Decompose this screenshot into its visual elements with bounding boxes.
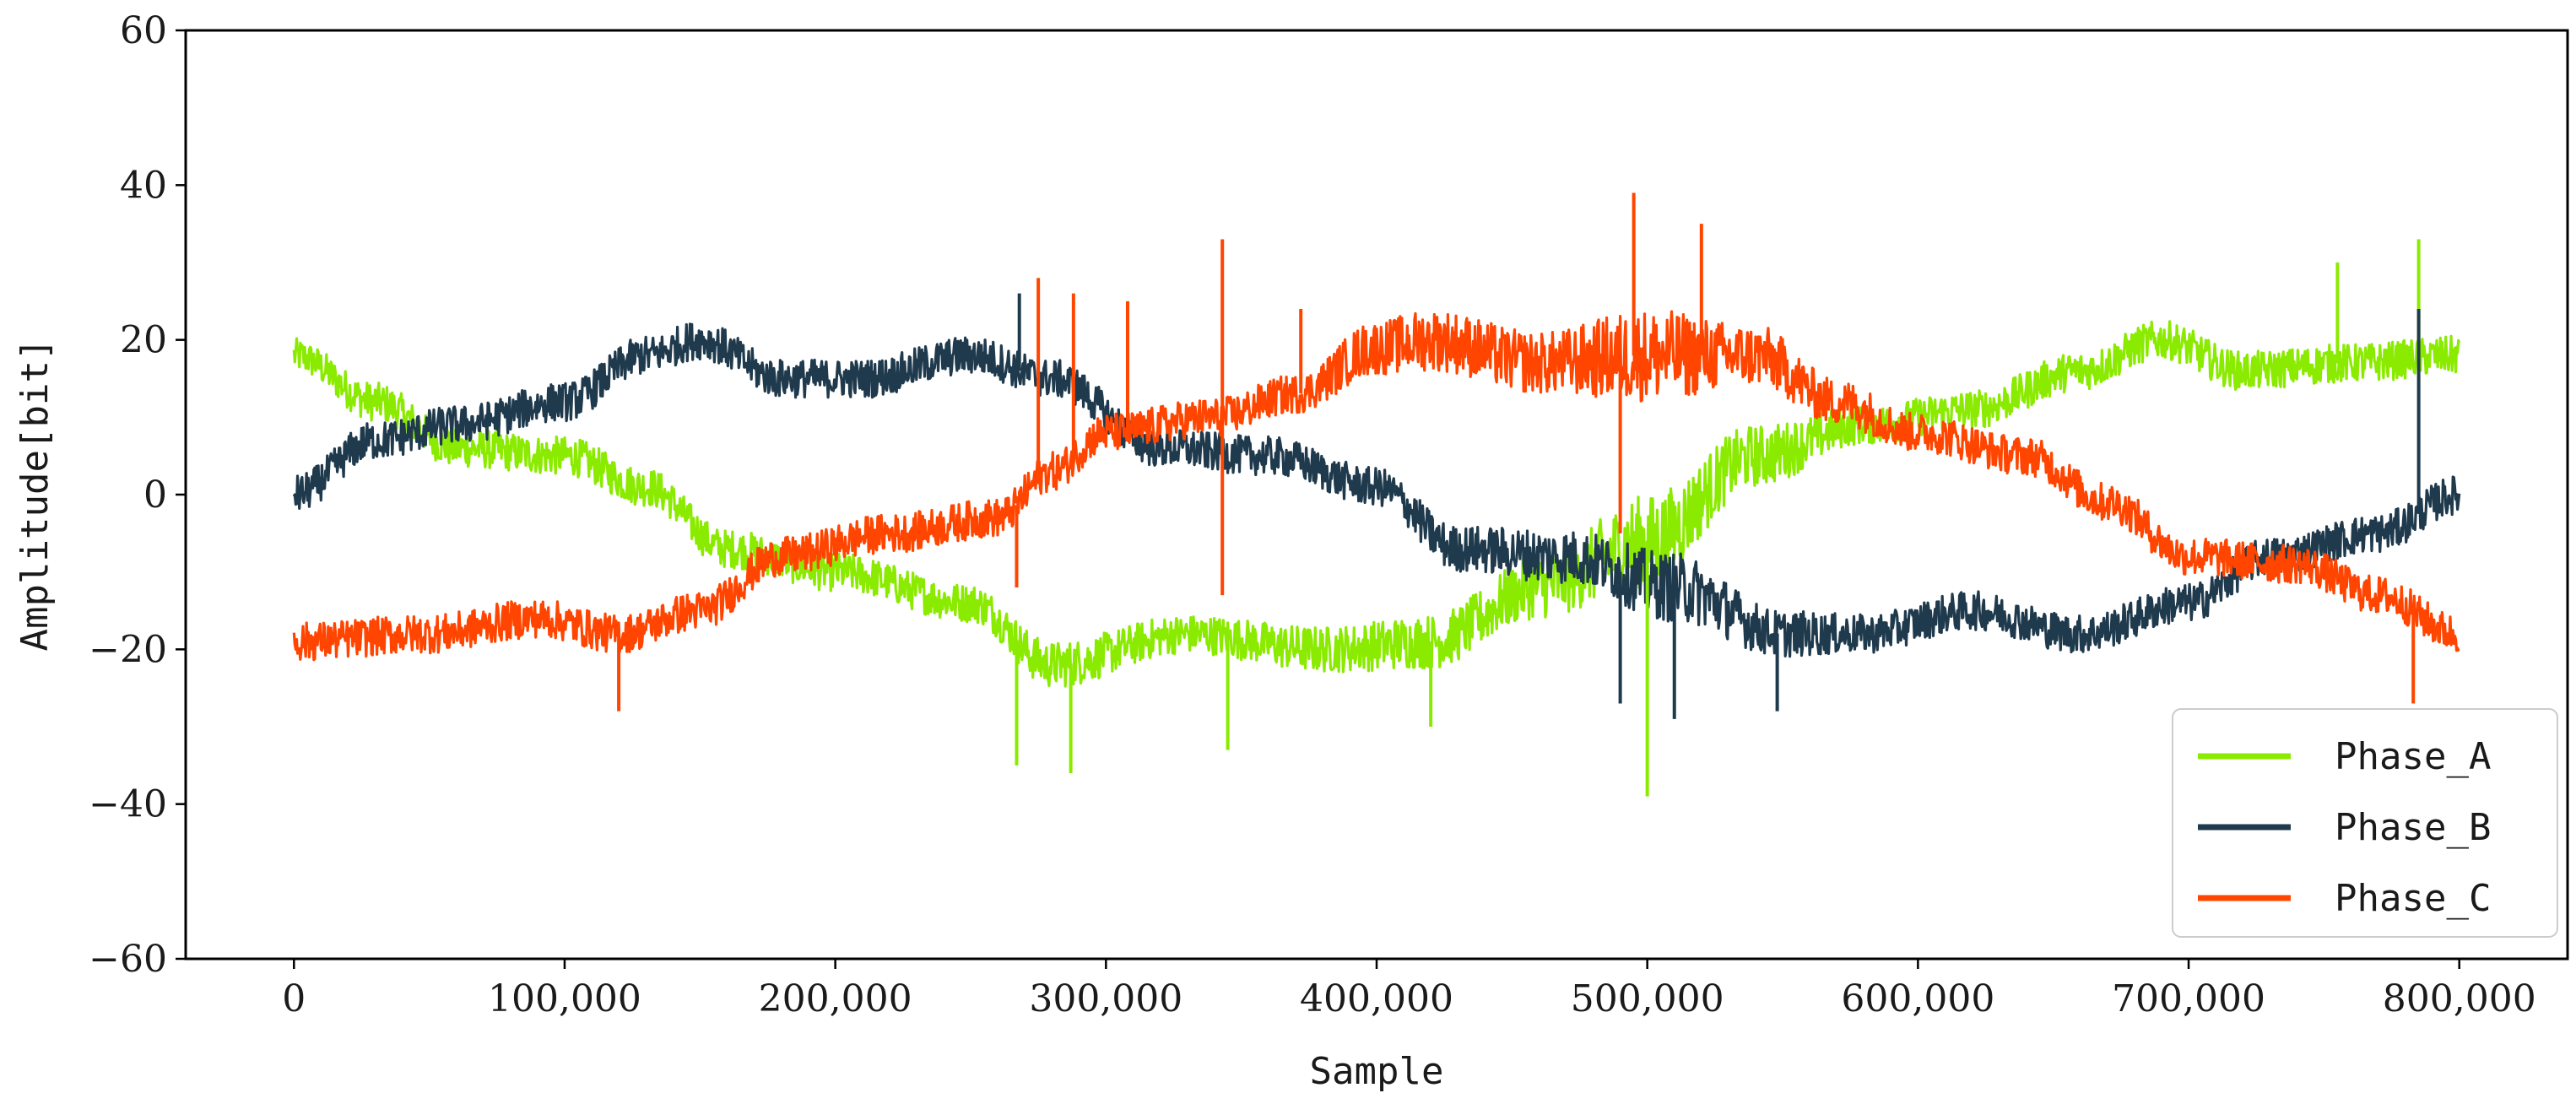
x-tick-label: 500,000 (1571, 977, 1724, 1020)
x-tick-label: 300,000 (1029, 977, 1182, 1020)
y-tick-label: −20 (89, 628, 167, 671)
series-line-phase-c (292, 310, 2460, 662)
x-tick-label: 700,000 (2112, 977, 2265, 1020)
legend-label: Phase_A (2335, 735, 2491, 778)
x-axis: 0 100,000 200,000 300,000 400,000 500,000 600,… (282, 959, 2536, 1020)
x-tick-label: 0 (282, 977, 306, 1020)
x-tick-label: 100,000 (488, 977, 641, 1020)
y-tick-label: 40 (120, 164, 167, 207)
legend-label: Phase_C (2335, 877, 2491, 920)
x-axis-label: Sample (1310, 1050, 1444, 1093)
series-line-phase-a (292, 320, 2461, 688)
y-tick-label: 60 (120, 9, 167, 52)
x-tick-label: 200,000 (759, 977, 912, 1020)
x-tick-label: 600,000 (1841, 977, 1994, 1020)
y-tick-label: −60 (89, 938, 167, 981)
legend-frame (2172, 708, 2558, 938)
y-tick-label: 0 (143, 474, 167, 517)
legend: Phase_A Phase_B Phase_C (2172, 708, 2558, 938)
x-tick-label: 400,000 (1300, 977, 1453, 1020)
legend-label: Phase_B (2335, 806, 2491, 849)
y-tick-label: 20 (120, 319, 167, 362)
y-axis: −60 −40 −20 0 20 40 60 (89, 9, 186, 981)
x-tick-label: 800,000 (2383, 977, 2536, 1020)
y-axis-label: Amplitude[bit] (14, 338, 57, 652)
series-line-phase-b (292, 322, 2461, 658)
series-layer (292, 192, 2461, 797)
y-tick-label: −40 (89, 783, 167, 826)
